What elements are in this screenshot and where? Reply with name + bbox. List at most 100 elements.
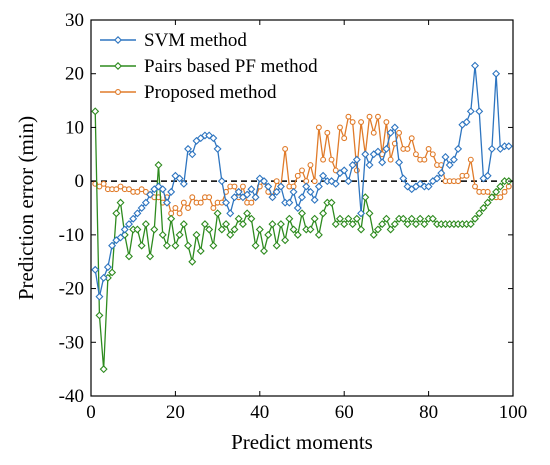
data-point-proposed [282, 145, 289, 152]
data-point-svm [276, 182, 285, 191]
data-point-svm [445, 161, 454, 170]
data-point-proposed [210, 205, 217, 211]
data-point-proposed [337, 124, 343, 131]
y-axis-label: Prediction error (min) [14, 116, 38, 300]
data-point-svm [344, 177, 353, 186]
data-point-svm [475, 107, 484, 116]
data-point-pairs-pf [285, 214, 294, 223]
data-point-pairs-pf [243, 209, 252, 218]
data-point-pairs-pf [137, 241, 146, 250]
series-layer [91, 61, 513, 374]
data-point-proposed [421, 156, 428, 163]
data-point-pairs-pf [348, 220, 357, 229]
data-point-svm [108, 241, 117, 250]
data-point-svm [243, 190, 252, 199]
series-svm [91, 61, 513, 301]
data-point-svm [234, 187, 243, 196]
data-point-pairs-pf [196, 246, 205, 255]
data-point-pairs-pf [386, 225, 395, 234]
data-point-pairs-pf [390, 220, 399, 229]
data-point-proposed [497, 194, 504, 201]
data-point-svm [167, 187, 176, 196]
legend-item-svm: SVM method [100, 30, 247, 51]
x-tick-label: 60 [335, 402, 354, 423]
data-point-pairs-pf [141, 220, 150, 229]
data-point-proposed [332, 167, 339, 174]
data-point-svm [483, 171, 492, 180]
data-point-pairs-pf [331, 220, 340, 229]
x-tick-label: 0 [86, 402, 96, 423]
data-point-pairs-pf [496, 182, 505, 191]
data-point-svm [137, 204, 146, 212]
legend-label-proposed: Proposed method [144, 82, 277, 103]
data-point-svm [352, 155, 361, 164]
data-point-svm [141, 198, 150, 207]
data-point-proposed [231, 183, 238, 190]
data-point-pairs-pf [336, 214, 344, 223]
data-point-pairs-pf [289, 225, 298, 234]
y-tick-label: 30 [65, 10, 84, 31]
data-point-proposed [387, 156, 394, 163]
data-point-svm [133, 209, 142, 218]
data-point-pairs-pf [314, 230, 323, 239]
data-point-proposed [370, 129, 377, 136]
data-point-pairs-pf [293, 230, 302, 239]
legend-marker-pairs-pf [114, 62, 122, 70]
data-point-svm [99, 273, 108, 282]
legend-label-svm: SVM method [144, 30, 247, 51]
data-point-pairs-pf [175, 230, 184, 239]
data-point-svm [146, 190, 155, 199]
data-point-pairs-pf [340, 220, 349, 229]
data-point-svm [487, 144, 496, 153]
data-point-pairs-pf [209, 241, 218, 250]
data-point-proposed [134, 188, 141, 195]
legend-marker-svm [114, 36, 122, 44]
legend-marker-proposed [115, 89, 121, 95]
data-point-svm [361, 150, 370, 159]
data-point-svm [251, 193, 260, 202]
data-point-svm [162, 198, 171, 207]
data-point-pairs-pf [483, 198, 492, 207]
data-point-svm [373, 147, 382, 156]
data-point-pairs-pf [357, 225, 366, 234]
data-point-svm [399, 174, 408, 183]
data-point-svm [365, 161, 374, 170]
data-point-proposed [396, 129, 403, 136]
data-point-pairs-pf [399, 214, 408, 223]
data-point-pairs-pf [125, 252, 133, 261]
data-point-svm [209, 134, 218, 143]
data-point-svm [293, 204, 302, 212]
y-tick-label: -10 [59, 225, 84, 246]
data-point-svm [179, 179, 188, 188]
data-point-proposed [404, 145, 411, 152]
legend-item-pairs-pf: Pairs based PF method [100, 56, 318, 77]
data-point-svm [184, 144, 193, 153]
data-point-proposed [100, 180, 107, 187]
data-point-pairs-pf [298, 209, 306, 218]
data-point-svm [331, 179, 340, 188]
data-point-proposed [239, 183, 246, 190]
data-point-svm [116, 233, 125, 242]
data-point-pairs-pf [230, 225, 239, 234]
data-point-svm [357, 209, 366, 218]
x-axis-label: Predict moments [231, 430, 373, 454]
x-tick-label: 80 [419, 402, 438, 423]
data-point-proposed [315, 124, 322, 131]
data-point-proposed [358, 119, 365, 126]
data-point-svm [386, 128, 395, 137]
data-point-svm [247, 185, 256, 194]
data-point-pairs-pf [205, 225, 214, 234]
data-point-proposed [341, 135, 348, 142]
data-point-svm [433, 174, 442, 183]
data-point-svm [103, 263, 112, 272]
data-point-svm [382, 144, 391, 153]
data-point-svm [437, 169, 446, 178]
data-point-svm [454, 144, 463, 153]
data-point-proposed [273, 178, 280, 185]
data-point-pairs-pf [416, 214, 425, 223]
data-point-svm [158, 185, 167, 194]
series-pairs-pf [91, 107, 513, 374]
y-tick-label: -30 [59, 332, 84, 353]
data-point-proposed [189, 194, 196, 201]
